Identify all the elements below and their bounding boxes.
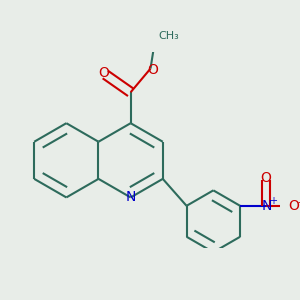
- Text: O: O: [260, 171, 271, 185]
- Text: N: N: [125, 190, 136, 204]
- Text: -: -: [298, 197, 300, 207]
- Text: O: O: [288, 199, 299, 213]
- Text: +: +: [269, 196, 277, 206]
- Text: N: N: [262, 199, 272, 213]
- Text: O: O: [147, 63, 158, 76]
- Text: O: O: [98, 67, 109, 80]
- Text: CH₃: CH₃: [159, 31, 179, 41]
